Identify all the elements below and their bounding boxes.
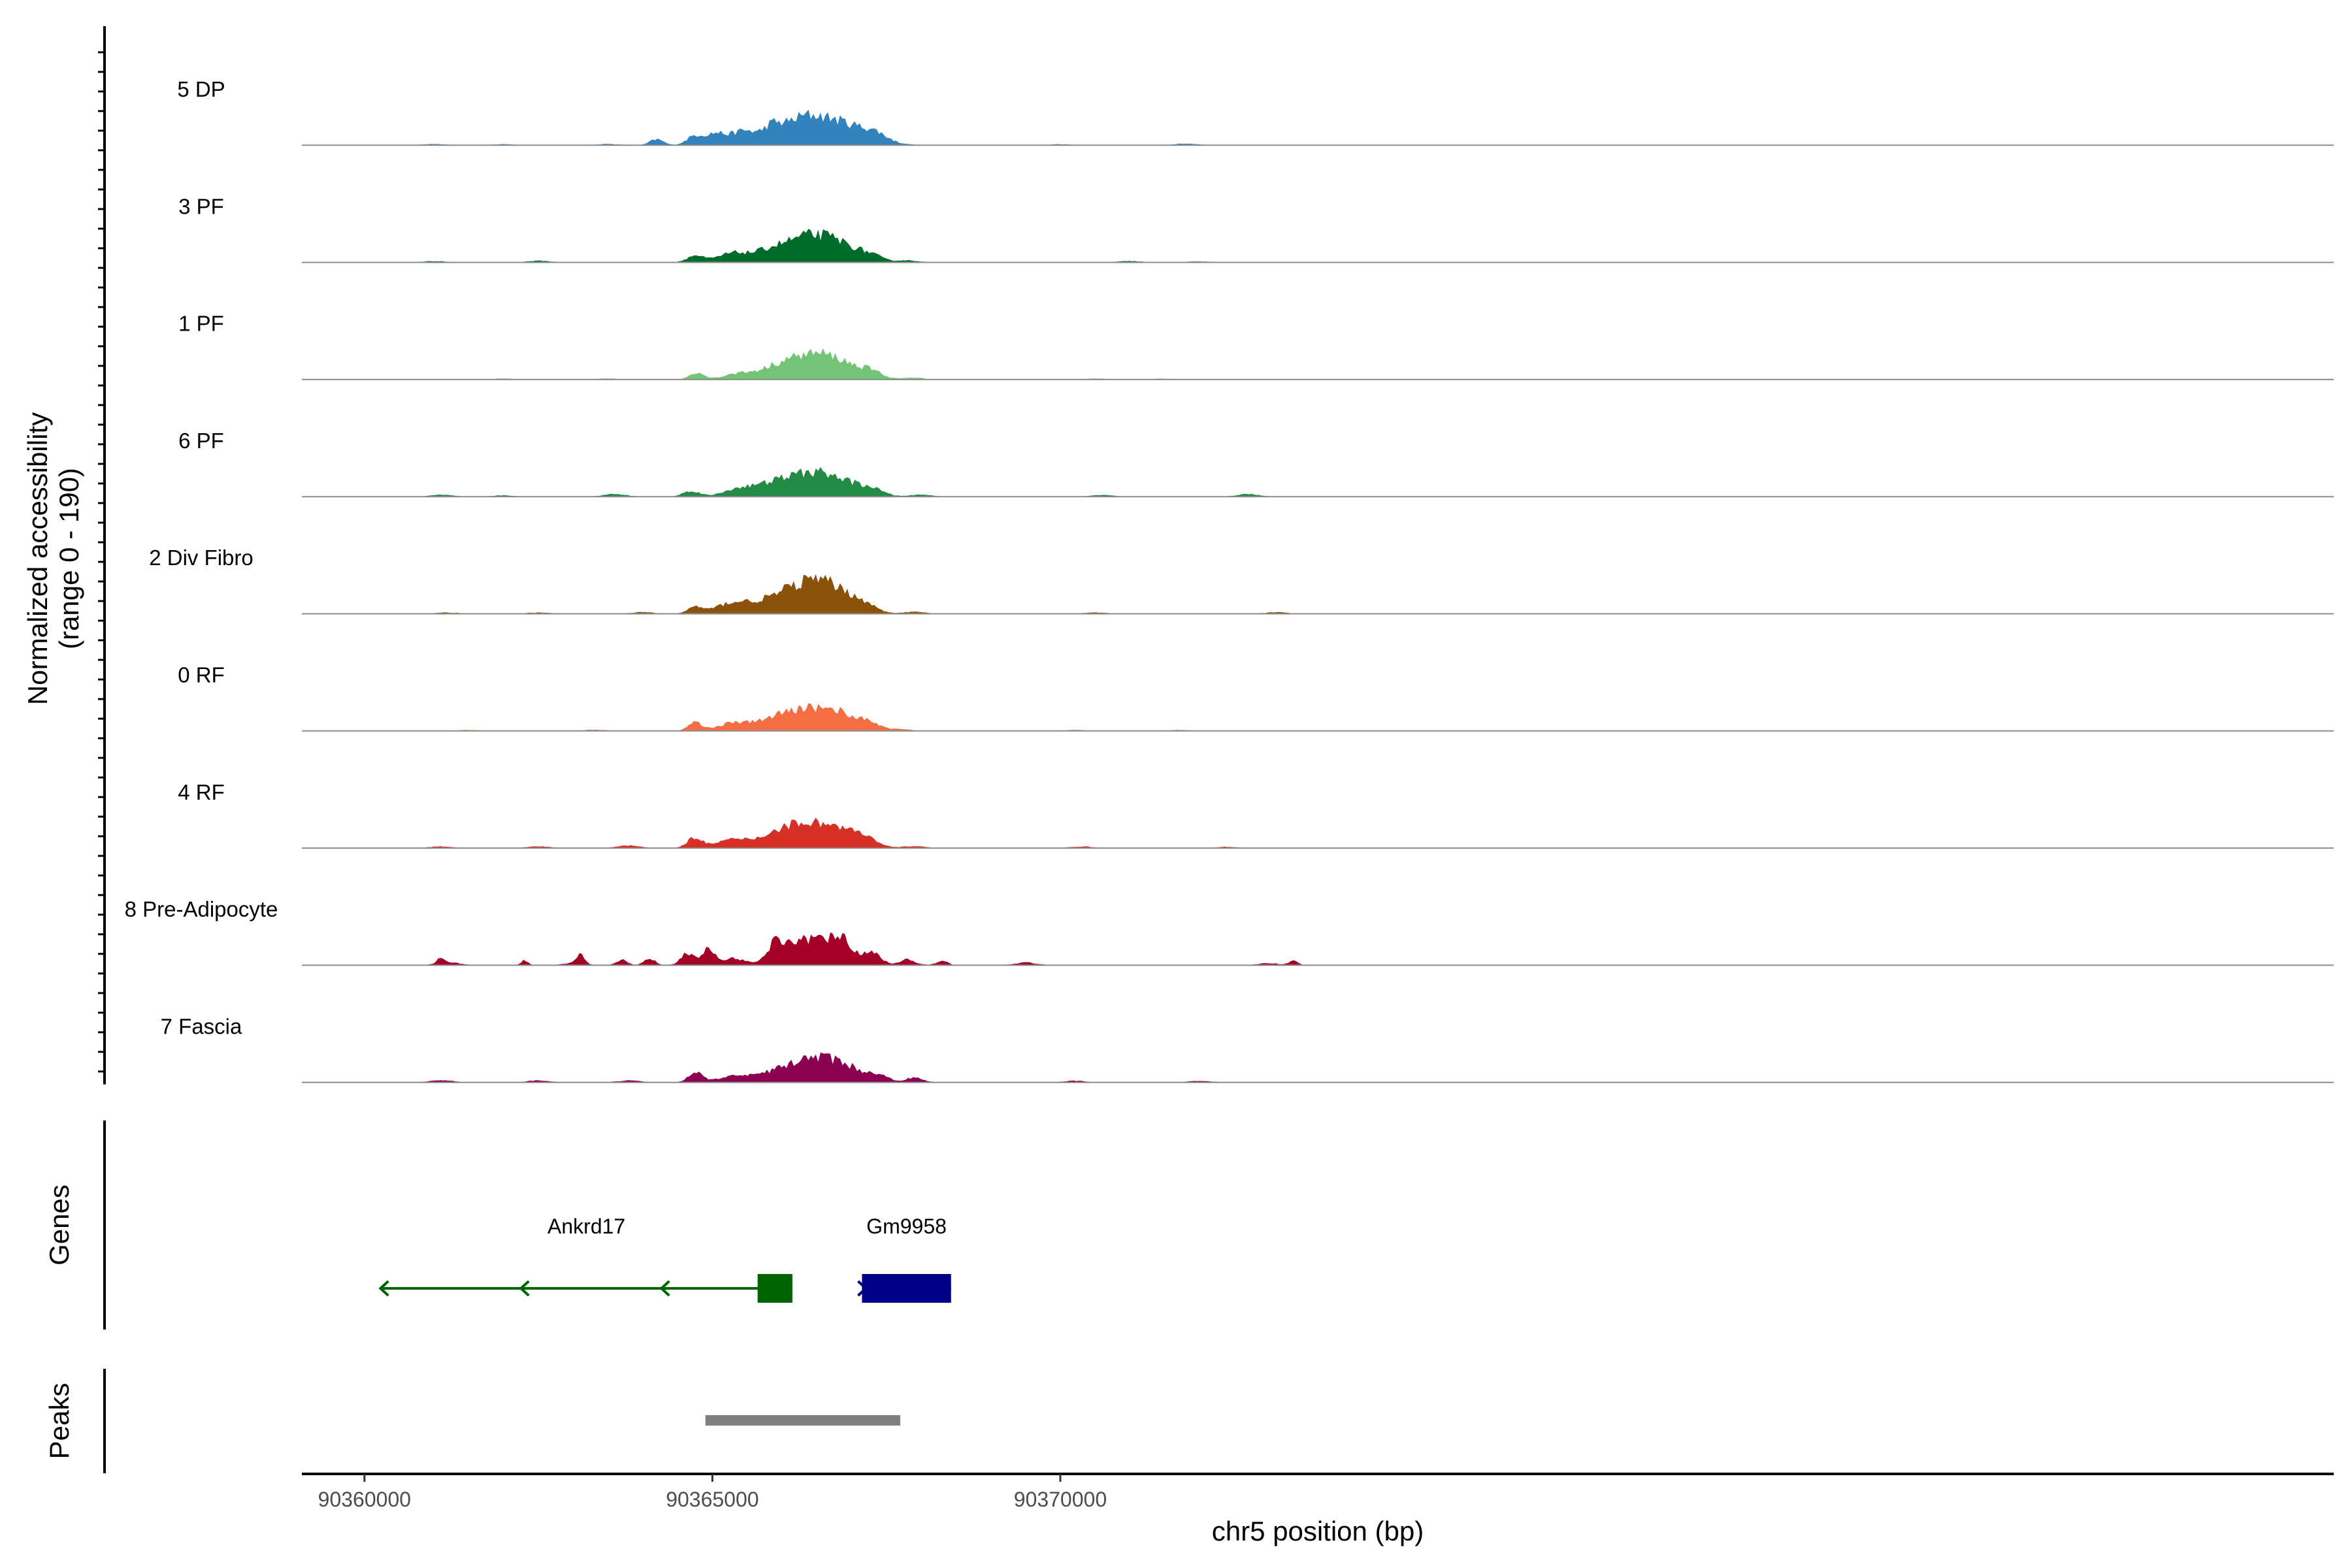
peak-region [705,1415,900,1426]
coverage-track [302,703,2334,732]
coverage-area [302,574,2334,614]
genes-panel-title: Genes [44,1184,74,1266]
gene-label: Gm9958 [866,1215,947,1238]
coverage-tracks [302,109,2334,1083]
coverage-area [302,703,2334,731]
track-label: 3 PF [178,194,224,218]
track-label: 7 Fascia [161,1014,242,1038]
strand-arrow [519,1280,530,1297]
coverage-area [302,466,2334,497]
coverage-track [302,466,2334,498]
track-labels: 5 DP 3 PF 1 PF 6 PF 2 Div Fibro 0 RF 4 RF 8 Pre… [125,77,278,1038]
x-axis-tick-label: 90360000 [318,1488,411,1511]
coverage-area [302,817,2334,849]
gene-exon [757,1274,792,1303]
y-axis-title: Normalized accessibility (range 0 - 190) [22,412,84,705]
gene-model: Gm9958 [857,1215,951,1303]
gene-exon [862,1274,951,1303]
x-axis-tick-label: 90370000 [1014,1488,1107,1511]
coverage-track [302,932,2334,966]
x-axis: 90360000 90365000 90370000 [302,1473,2334,1511]
peaks-panel-title: Peaks [44,1383,74,1460]
coverage-area [302,932,2334,966]
gene-model: Ankrd17 [378,1215,792,1303]
coverage-track [302,348,2334,380]
track-label: 0 RF [178,663,225,687]
y-axis-title-line2: (range 0 - 190) [54,468,84,649]
coverage-track [302,229,2334,263]
peaks-panel: Peaks [44,1369,900,1473]
track-label: 8 Pre-Adipocyte [125,897,278,921]
y-axis-title-line1: Normalized accessibility [22,412,53,705]
coverage-track [302,817,2334,849]
track-label: 2 Div Fibro [149,546,253,570]
x-axis-tick-label: 90365000 [666,1488,759,1511]
strand-arrow [659,1280,670,1297]
coverage-track [302,574,2334,615]
strand-arrow [378,1280,389,1297]
coverage-track [302,109,2334,146]
coverage-area [302,1052,2334,1083]
coverage-area [302,229,2334,263]
coverage-track [302,1052,2334,1083]
coverage-area [302,109,2334,146]
track-label: 1 PF [178,312,224,336]
y-axis [98,26,106,1085]
track-label: 4 RF [178,780,225,804]
genes-panel: Genes Ankrd17 Gm9958 [44,1120,951,1330]
gene-label: Ankrd17 [547,1215,625,1238]
track-label: 5 DP [177,77,225,101]
coverage-area [302,348,2334,380]
x-axis-title: chr5 position (bp) [1212,1516,1424,1546]
track-label: 6 PF [178,429,224,453]
